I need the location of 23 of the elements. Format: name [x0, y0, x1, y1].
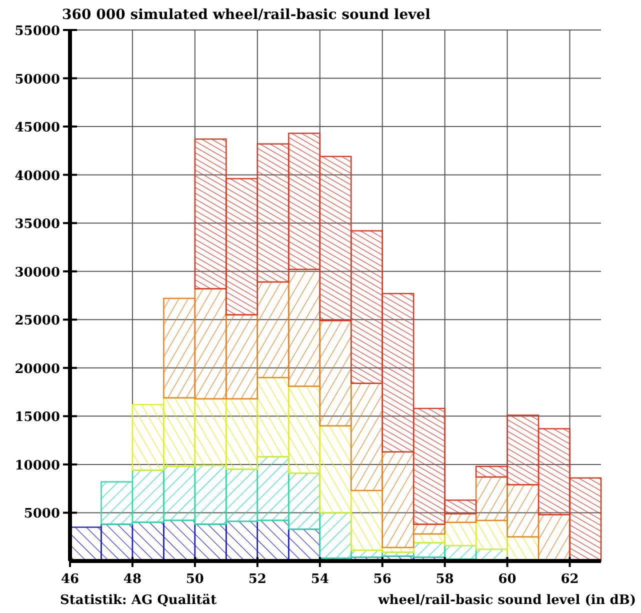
y-tick-label: 10000: [14, 458, 60, 474]
x-axis-title: wheel/rail-basic sound level (in dB): [377, 593, 636, 608]
y-tick-label: 40000: [14, 168, 60, 184]
x-tick-label: 62: [560, 572, 579, 587]
y-tick-label: 5000: [24, 506, 60, 522]
x-tick-label: 58: [436, 572, 454, 587]
x-tick-label: 50: [186, 572, 204, 587]
x-tick-label: 60: [498, 572, 516, 587]
y-tick-label: 30000: [14, 265, 60, 280]
x-tick-label: 52: [248, 572, 266, 587]
x-tick-label: 46: [60, 572, 80, 587]
text: Statistik: AG Qualität: [60, 593, 217, 608]
chart-title: 360 000 simulated wheel/rail-basic sound level: [62, 7, 430, 23]
y-tick-label: 55000: [14, 24, 60, 39]
y-tick-label: 45000: [14, 120, 60, 136]
y-tick-label: 35000: [14, 217, 60, 232]
x-tick-label: 56: [373, 572, 392, 587]
x-tick-label: 54: [310, 572, 329, 587]
y-tick-label: 50000: [14, 72, 60, 88]
x-tick-label: 48: [123, 572, 142, 587]
y-tick-label: 20000: [14, 362, 60, 377]
y-tick-label: 25000: [14, 314, 60, 329]
y-tick-label: 15000: [14, 410, 60, 426]
